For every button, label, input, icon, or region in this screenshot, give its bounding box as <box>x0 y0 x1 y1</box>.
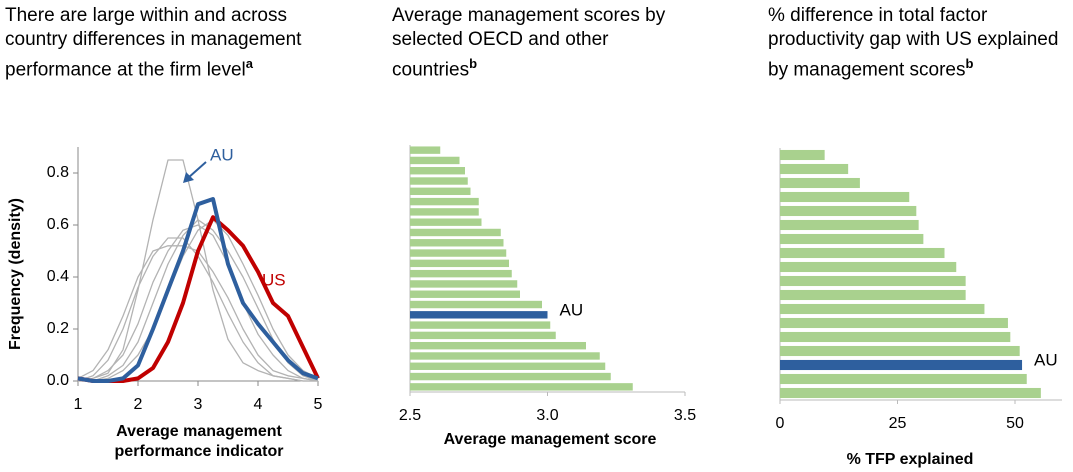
highlight-line <box>77 197 319 383</box>
x-axis-title: Average management performance indicator <box>114 423 284 460</box>
x-tick-label: 3.0 <box>536 407 558 424</box>
bar <box>410 372 611 381</box>
x-tick-label: 50 <box>1006 415 1024 432</box>
x-tick-label: 4 <box>254 396 263 413</box>
title-text: There are large within and across countr… <box>5 5 302 81</box>
bar <box>410 259 509 268</box>
bar <box>780 387 1041 399</box>
country-line <box>77 224 319 382</box>
bar <box>410 280 518 288</box>
bar <box>410 208 479 216</box>
bar <box>410 383 633 391</box>
bar <box>780 191 910 203</box>
bar <box>410 290 520 298</box>
y-tick-label: 0.0 <box>47 372 69 389</box>
bar <box>410 249 507 257</box>
bar <box>410 156 460 165</box>
title-text: Average management scores by selected OE… <box>392 5 666 81</box>
bar <box>780 261 957 273</box>
bar-label: AU <box>1034 350 1058 369</box>
bar <box>410 321 551 329</box>
bar <box>780 289 966 301</box>
title-note: a <box>245 56 253 71</box>
country-line <box>78 219 319 382</box>
x-tick-label: 25 <box>889 415 907 432</box>
annotation-arrow <box>187 161 207 179</box>
bar-label: AU <box>560 300 584 319</box>
bar <box>780 317 1008 329</box>
bar <box>410 228 501 237</box>
bar <box>780 345 1020 357</box>
bar <box>410 331 556 340</box>
bar <box>780 331 1011 343</box>
bar <box>780 163 849 175</box>
bar <box>780 303 985 315</box>
chart-title: Average management scores by selected OE… <box>392 4 692 82</box>
bar <box>410 218 482 226</box>
x-tick-label: 2.5 <box>399 407 421 424</box>
y-tick-label: 0.6 <box>47 216 69 233</box>
bar <box>780 149 825 161</box>
bar <box>410 197 479 206</box>
bar <box>780 247 945 259</box>
bar <box>780 233 924 245</box>
bar <box>780 373 1027 385</box>
bar <box>410 177 468 185</box>
country-line <box>78 219 319 382</box>
series-annotation: US <box>262 270 286 289</box>
bar <box>410 146 441 154</box>
bar <box>410 239 504 247</box>
x-tick-label: 5 <box>314 396 323 413</box>
bar <box>410 311 548 319</box>
x-tick-label: 0 <box>776 415 785 432</box>
x-tick-label: 1 <box>74 396 83 413</box>
bar <box>410 300 542 309</box>
title-text: % difference in total factor productivit… <box>768 5 1059 81</box>
x-tick-label: 3.5 <box>674 407 696 424</box>
title-note: b <box>469 56 478 71</box>
y-tick-label: 0.8 <box>47 164 69 181</box>
bar <box>780 359 1023 371</box>
highlight-line <box>77 215 320 383</box>
chart-title: There are large within and across countr… <box>5 4 335 82</box>
x-tick-label: 3 <box>194 396 203 413</box>
chart-title: % difference in total factor productivit… <box>768 4 1068 82</box>
bar <box>410 167 465 175</box>
title-note: b <box>965 56 974 71</box>
bar <box>410 362 606 370</box>
bar <box>780 205 917 217</box>
y-axis-title: Frequency (density) <box>7 198 24 350</box>
bar <box>780 219 919 231</box>
bar <box>410 352 600 360</box>
x-axis-title: Average management score <box>443 431 657 448</box>
bar <box>780 177 860 189</box>
bar <box>780 275 966 287</box>
y-tick-label: 0.4 <box>47 268 69 285</box>
bar <box>410 187 471 196</box>
y-tick-label: 0.2 <box>47 320 69 337</box>
x-axis-title: % TFP explained <box>846 451 974 468</box>
bar <box>410 341 586 350</box>
bar <box>410 269 512 278</box>
x-tick-label: 2 <box>134 396 143 413</box>
annotation-arrowhead <box>183 172 194 183</box>
series-annotation: AU <box>210 145 234 164</box>
